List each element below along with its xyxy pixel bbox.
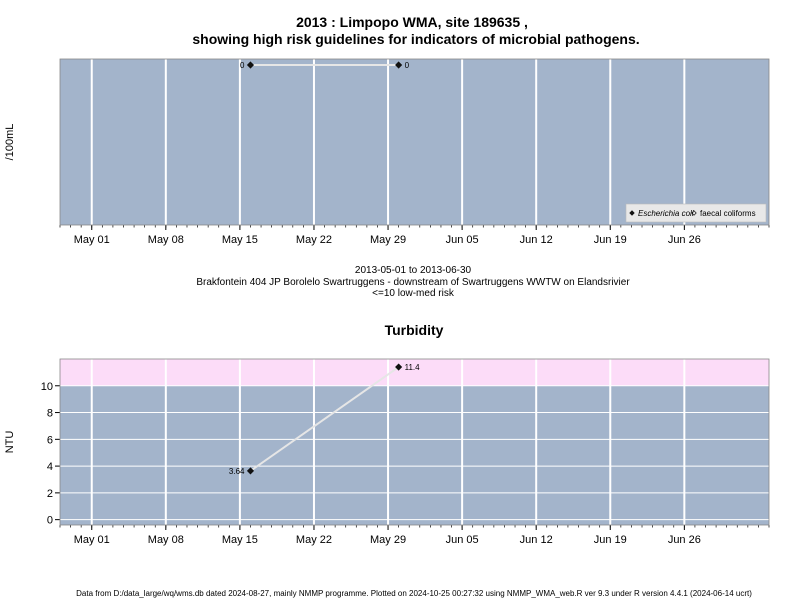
x-tick-label: Jun 12 [520, 234, 553, 246]
legend-marker [629, 210, 635, 216]
y-tick-label: 6 [47, 434, 53, 446]
series-line [249, 366, 400, 472]
y-tick-label: 2 [47, 488, 53, 500]
plot-background [60, 359, 769, 525]
x-tick-label: Jun 05 [446, 534, 479, 546]
x-tick-label: Jun 05 [446, 234, 479, 246]
data-point [246, 467, 255, 475]
x-tick-label: Jun 19 [594, 234, 627, 246]
data-label: 3.64 [229, 467, 245, 476]
x-tick-label: May 01 [74, 534, 110, 546]
x-tick-label: May 08 [148, 234, 184, 246]
x-tick-label: May 15 [222, 234, 258, 246]
x-tick-label: May 01 [74, 234, 110, 246]
risk-label: <=10 low-med risk [372, 288, 455, 299]
legend-entry: faecal coliforms [700, 209, 756, 218]
high-risk-band [60, 359, 769, 386]
x-tick-label: May 29 [370, 534, 406, 546]
x-tick-label: Jun 19 [594, 534, 627, 546]
x-tick-label: Jun 26 [668, 534, 701, 546]
data-label: 0 [405, 61, 410, 70]
legend-marker [691, 210, 697, 216]
footer-note: Data from D:/data_large/wq/wms.db dated … [76, 589, 752, 598]
y-tick-label: 0 [47, 515, 53, 527]
date-range-label: 2013-05-01 to 2013-06-30 [355, 265, 472, 276]
turbidity-panel: 0 2 4 6 8 10 May 01 May 08 May 15 May 22 May 29 Jun… [41, 358, 770, 546]
x-tick-label: Jun 12 [520, 534, 553, 546]
main-title-line2: showing high risk guidelines for indicat… [192, 31, 639, 47]
main-title-line1: 2013 : Limpopo WMA, site 189635 , [296, 14, 528, 30]
data-point [395, 363, 403, 371]
x-tick-label: May 15 [222, 534, 258, 546]
y-tick-label: 8 [47, 408, 53, 420]
y-tick-label: 10 [41, 381, 53, 393]
plot-background [60, 59, 769, 225]
data-label: 11.4 [405, 363, 421, 372]
x-tick-label: Jun 26 [668, 234, 701, 246]
plot-frame [59, 58, 770, 226]
turbidity-title: Turbidity [385, 322, 444, 338]
data-label: 0 [240, 61, 245, 70]
x-tick-label: May 29 [370, 234, 406, 246]
site-description: Brakfontein 404 JP Borolelo Swartruggens… [196, 277, 630, 288]
legend-entry: Escherichia coli [638, 209, 694, 218]
x-tick-label: May 08 [148, 534, 184, 546]
plot-frame [59, 358, 770, 526]
data-point [246, 61, 255, 69]
x-tick-label: May 22 [296, 534, 332, 546]
x-tick-label: May 22 [296, 234, 332, 246]
turbidity-y-axis-label: NTU [4, 431, 16, 454]
microbial-y-axis-label: /100mL [4, 124, 16, 161]
data-point [395, 61, 403, 69]
microbial-panel: May 01 May 08 May 15 May 22 May 29 Jun 05 Jun … [59, 58, 770, 246]
y-tick-label: 4 [47, 461, 53, 473]
